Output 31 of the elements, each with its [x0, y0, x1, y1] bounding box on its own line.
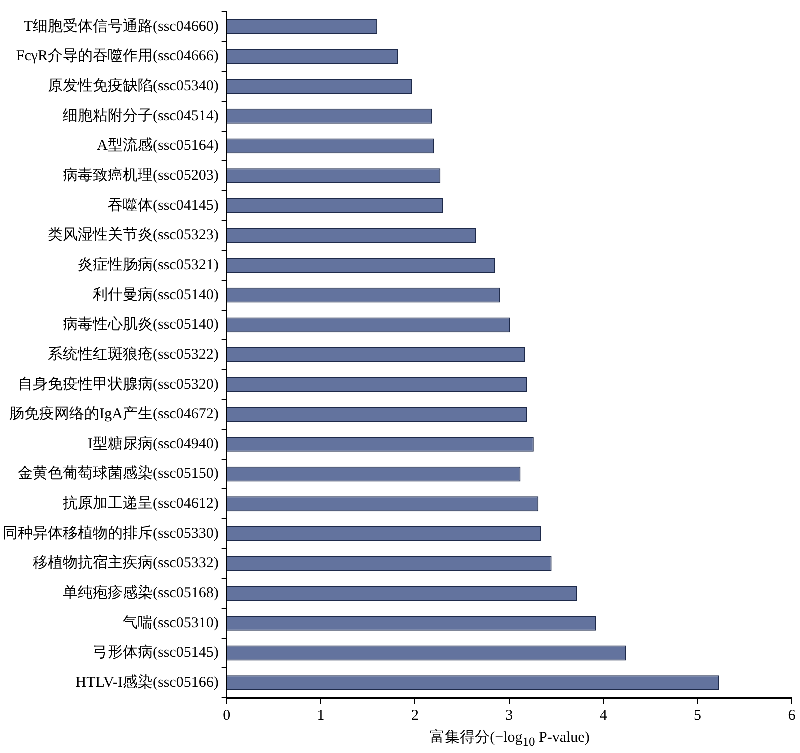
y-tick-label: 抗原加工递呈(ssc04612) — [62, 495, 219, 512]
x-axis-title: 富集得分(−log$_{10}$ P-value) — [429, 728, 591, 750]
y-tick-label: 细胞粘附分子(ssc04514) — [62, 107, 219, 124]
y-tick-label: 病毒性心肌炎(ssc05140) — [62, 316, 219, 334]
y-tick-label: 原发性免疫缺陷(ssc05340) — [48, 78, 219, 95]
x-tick-label: 2 — [411, 708, 419, 724]
y-tick-label: 肠免疫网络的IgA产生(ssc04672) — [10, 406, 219, 423]
x-tick-label: 6 — [788, 708, 796, 724]
y-tick-label: 自身免疫性甲状腺病(ssc05320) — [18, 376, 219, 393]
x-tick-label: 4 — [600, 708, 608, 724]
y-tick-label: FcγR介导的吞噬作用(ssc04666) — [16, 48, 219, 65]
y-tick-label: 金黄色葡萄球菌感染(ssc05150) — [18, 465, 219, 482]
y-tick-label: 吞噬体(ssc04145) — [108, 196, 219, 214]
y-tick-label: 利什曼病(ssc05140) — [92, 286, 219, 304]
x-tick-label: 5 — [694, 708, 702, 724]
y-tick-label: 同种异体移植物的排斥(ssc05330) — [2, 524, 219, 542]
y-tick-label: HTLV-I感染(ssc05166) — [76, 674, 219, 692]
x-tick-label: 0 — [223, 708, 231, 724]
y-tick-label: 单纯疱疹感染(ssc05168) — [62, 584, 219, 602]
y-tick-label: I型糖尿病(ssc04940) — [88, 435, 219, 452]
y-tick-label: A型流感(ssc05164) — [97, 137, 219, 154]
y-tick-label: 炎症性肠病(ssc05321) — [78, 256, 219, 274]
y-tick-label: 系统性红斑狼疮(ssc05322) — [48, 346, 219, 363]
y-tick-label: 移植物抗宿主疾病(ssc05332) — [32, 554, 219, 572]
x-tick-label: 1 — [317, 708, 325, 724]
x-tick-label: 3 — [506, 708, 514, 724]
y-tick-label: 病毒致癌机理(ssc05203) — [62, 166, 219, 184]
y-tick-label: T细胞受体信号通路(ssc04660) — [24, 18, 219, 35]
y-tick-label: 类风湿性关节炎(ssc05323) — [48, 226, 219, 244]
y-tick-label: 气喘(ssc05310) — [122, 614, 219, 632]
y-tick-label: 弓形体病(ssc05145) — [92, 644, 219, 662]
